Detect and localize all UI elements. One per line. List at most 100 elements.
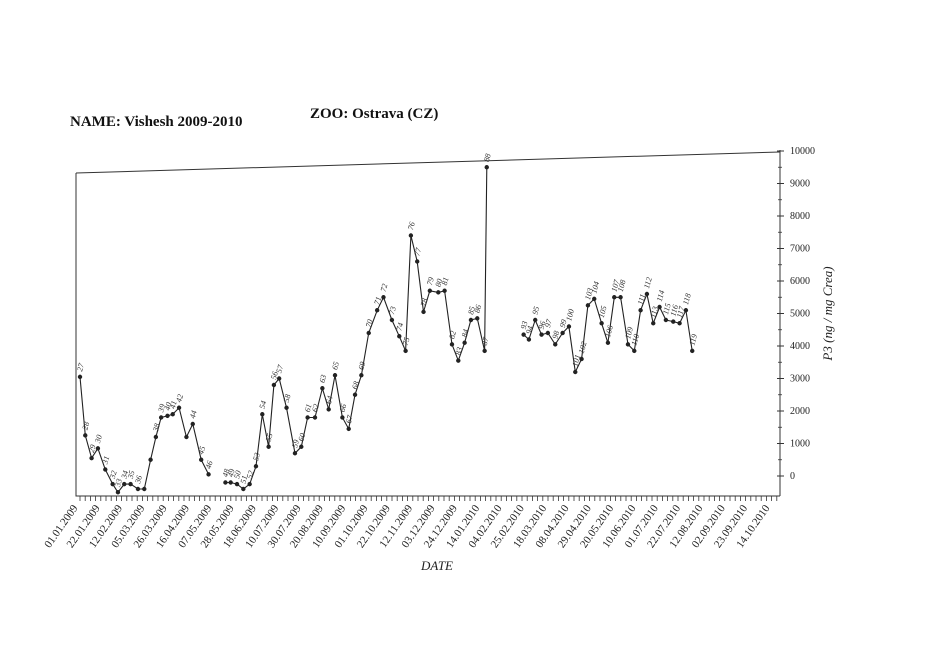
data-point — [683, 308, 689, 313]
sample-number-label: 32 — [108, 470, 119, 481]
sample-number-label: 36 — [133, 474, 144, 485]
data-point — [206, 472, 211, 477]
y-tick-label: 2000 — [790, 406, 810, 417]
data-point — [585, 303, 591, 308]
sample-number-label: 82 — [447, 330, 458, 340]
data-point — [165, 413, 170, 419]
data-point — [677, 321, 682, 326]
data-point — [560, 330, 565, 336]
data-point — [247, 481, 252, 487]
sample-number-label: 38 — [151, 422, 162, 433]
data-point — [271, 382, 277, 388]
data-point — [184, 434, 189, 440]
data-point — [110, 481, 115, 487]
data-point — [122, 481, 127, 487]
data-point — [241, 486, 246, 492]
data-point — [340, 415, 345, 420]
data-point — [408, 233, 414, 238]
series-line-segment — [79, 376, 210, 494]
data-point — [77, 374, 83, 380]
sample-number-label: 52 — [245, 470, 256, 480]
sample-number-label: 98 — [550, 330, 561, 340]
sample-number-label: 99 — [558, 318, 569, 328]
sample-number-label: 104 — [589, 280, 601, 294]
data-point — [482, 348, 487, 354]
sample-number-label: 115 — [661, 302, 673, 315]
sample-number-label: 58 — [282, 393, 293, 403]
sample-number-label: 33 — [113, 478, 124, 489]
data-point — [475, 316, 480, 321]
data-point — [170, 412, 175, 417]
sample-number-label: 86 — [473, 304, 484, 314]
data-point — [592, 296, 597, 302]
plot-frame-top — [75, 151, 781, 174]
data-point — [427, 288, 433, 293]
data-point — [234, 481, 240, 487]
data-point — [135, 486, 141, 492]
sample-number-label: 46 — [204, 460, 215, 470]
data-point — [359, 373, 364, 378]
y-tick-label: 0 — [790, 471, 795, 482]
data-point — [618, 295, 623, 300]
plot-frame-left-bottom — [75, 173, 780, 497]
sample-number-label: 78 — [419, 297, 430, 307]
y-tick-label: 6000 — [790, 276, 810, 287]
data-point — [115, 490, 121, 495]
data-point — [366, 330, 371, 336]
zoo-label: ZOO: — [310, 106, 349, 122]
sample-number-label: 35 — [126, 470, 137, 481]
y-tick-label: 8000 — [790, 211, 810, 222]
data-point — [657, 304, 662, 310]
sample-number-label: 27 — [75, 361, 86, 372]
sample-number-label: 107 — [609, 278, 621, 293]
sample-number-label: 66 — [338, 403, 349, 413]
sample-number-label: 77 — [412, 246, 423, 257]
data-point — [397, 334, 402, 339]
data-point — [638, 308, 643, 313]
sample-number-label: 62 — [310, 403, 321, 413]
sample-number-label: 117 — [675, 304, 687, 318]
zoo-value: Ostrava (CZ) — [352, 106, 439, 122]
sample-number-label: 59 — [290, 439, 301, 449]
sample-number-label: 69 — [357, 361, 368, 371]
y-tick-label: 7000 — [790, 244, 810, 255]
sample-number-label: 39 — [156, 403, 167, 414]
data-point — [305, 415, 310, 420]
sample-number-label: 87 — [480, 335, 491, 346]
sample-number-label: 51 — [239, 474, 250, 484]
sample-number-label: 49 — [226, 468, 237, 478]
y-tick-label: 9000 — [790, 179, 810, 190]
data-point — [198, 457, 204, 462]
sample-number-label: 105 — [597, 305, 609, 319]
sample-number-label: 44 — [188, 409, 199, 419]
data-point — [190, 421, 195, 427]
data-point — [284, 405, 289, 410]
data-point — [228, 480, 233, 485]
sample-number-label: 30 — [93, 434, 104, 445]
data-point — [403, 348, 408, 354]
sample-number-label: 95 — [530, 305, 541, 315]
sample-number-label: 41 — [168, 400, 179, 410]
sample-number-label: 110 — [630, 333, 642, 346]
data-point — [326, 407, 331, 412]
sample-number-label: 65 — [330, 361, 341, 371]
sample-number-label: 68 — [350, 380, 361, 390]
sample-number-label: 88 — [482, 153, 493, 163]
data-point — [148, 457, 153, 462]
data-point — [526, 337, 532, 342]
data-point — [468, 317, 474, 323]
sample-number-label: 114 — [655, 289, 667, 302]
y-axis-title: P3 (ng / mg Crea) — [820, 266, 835, 361]
data-point — [292, 451, 298, 456]
data-point — [605, 340, 611, 345]
sample-number-label: 50 — [232, 470, 243, 480]
sample-number-label: 109 — [623, 326, 635, 340]
sample-number-label: 56 — [269, 370, 280, 380]
sample-number-label: 73 — [387, 305, 398, 315]
data-point — [415, 259, 420, 264]
data-point — [381, 295, 386, 300]
data-point — [374, 308, 380, 313]
data-point — [484, 165, 489, 170]
data-point — [83, 433, 88, 438]
